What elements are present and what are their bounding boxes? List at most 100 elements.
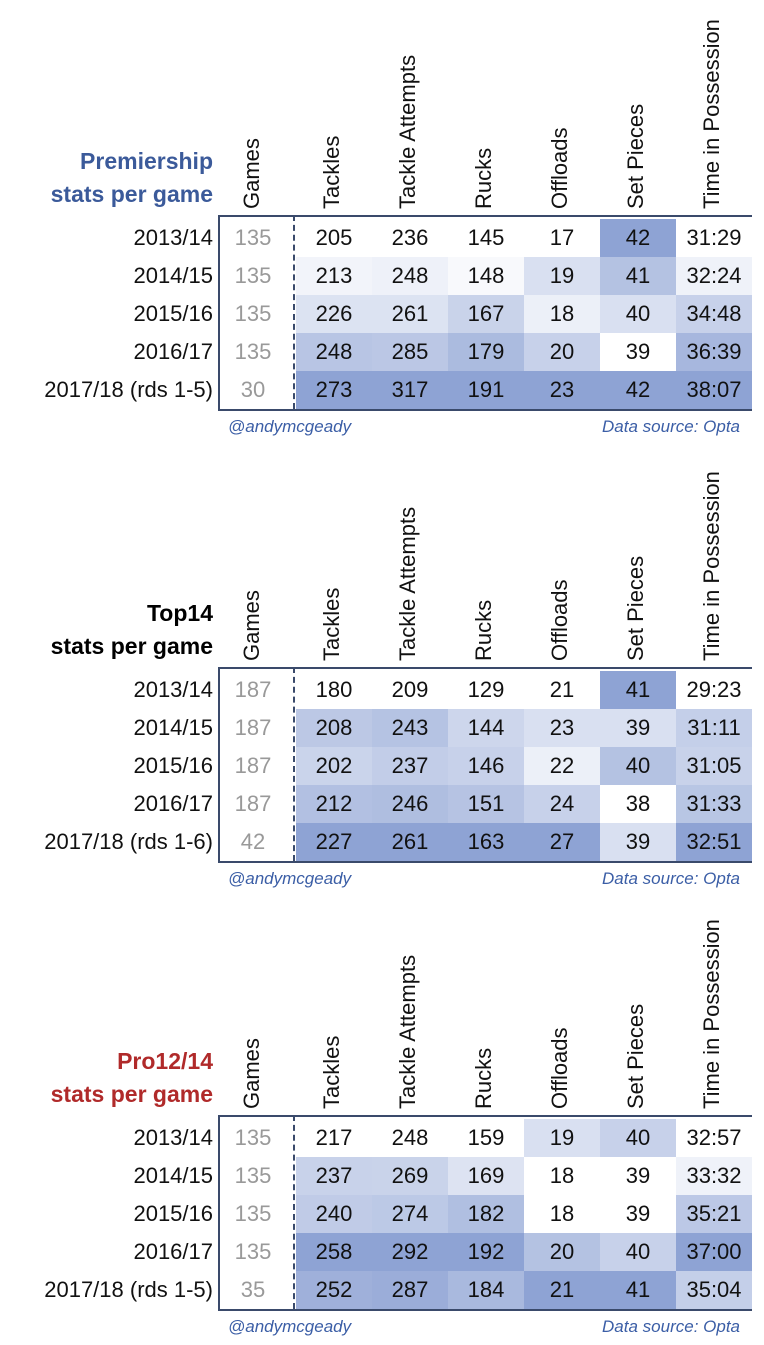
table-cell: 285 — [372, 333, 448, 371]
table-panel: Premiership stats per game Games Tackles Tac… — [0, 0, 764, 445]
table-top-border — [218, 1115, 752, 1117]
footer-source: Data source: Opta — [602, 869, 740, 888]
table-cell: 217 — [296, 1119, 372, 1157]
column-header: Games — [239, 1038, 264, 1109]
column-header: Games — [239, 138, 264, 209]
table-cell: 184 — [448, 1271, 524, 1309]
table-cell: 18 — [524, 1157, 600, 1195]
table-cell: 167 — [448, 295, 524, 333]
season-label: 2015/16 — [133, 1201, 213, 1226]
table-cell: 29:23 — [676, 671, 752, 709]
season-label: 2017/18 (rds 1-5) — [44, 377, 213, 402]
table-cell: 24 — [524, 785, 600, 823]
column-header: Set Pieces — [623, 103, 648, 209]
footer-source: Data source: Opta — [602, 1317, 740, 1336]
season-label: 2013/14 — [133, 1125, 213, 1150]
table-cell: 144 — [448, 709, 524, 747]
table-cell: 18 — [524, 1195, 600, 1233]
table-cell: 237 — [296, 1157, 372, 1195]
footer-handle: @andymcgeady — [228, 417, 352, 436]
table-cell: 240 — [296, 1195, 372, 1233]
season-label: 2014/15 — [133, 1163, 213, 1188]
table-panel: Pro12/14 stats per game Games Tackles Tackle… — [0, 900, 764, 1345]
games-value: 135 — [234, 301, 272, 326]
table-cell: 42 — [600, 219, 676, 257]
table-left-border — [218, 667, 220, 861]
table-cell: 274 — [372, 1195, 448, 1233]
column-header: Offloads — [547, 127, 572, 209]
table-cell: 246 — [372, 785, 448, 823]
column-header: Rucks — [471, 599, 496, 661]
table-cell: 148 — [448, 257, 524, 295]
table-cell: 32:51 — [676, 823, 752, 861]
table-cell: 35:04 — [676, 1271, 752, 1309]
table-title: Pro12/14 stats per game — [51, 1045, 213, 1111]
table-cell: 258 — [296, 1233, 372, 1271]
games-value: 135 — [234, 263, 272, 288]
season-label: 2013/14 — [133, 677, 213, 702]
table-bottom-border — [218, 1309, 752, 1311]
table-panel: Top14 stats per game Games Tackles Tackle At… — [0, 452, 764, 897]
table-cell: 41 — [600, 671, 676, 709]
table-left-border — [218, 1115, 220, 1309]
table-cell: 35:21 — [676, 1195, 752, 1233]
table-cell: 19 — [524, 257, 600, 295]
table-cell: 18 — [524, 295, 600, 333]
table-cell: 169 — [448, 1157, 524, 1195]
table-cell: 42 — [600, 371, 676, 409]
games-value: 135 — [234, 1239, 272, 1264]
table-cell: 236 — [372, 219, 448, 257]
games-value: 187 — [234, 715, 272, 740]
column-header: Set Pieces — [623, 555, 648, 661]
table-cell: 227 — [296, 823, 372, 861]
table-cell: 205 — [296, 219, 372, 257]
table-cell: 40 — [600, 295, 676, 333]
table-cell: 292 — [372, 1233, 448, 1271]
season-label: 2017/18 (rds 1-5) — [44, 1277, 213, 1302]
games-value: 42 — [240, 829, 266, 854]
table-cell: 213 — [296, 257, 372, 295]
games-value: 187 — [234, 791, 272, 816]
table-cell: 237 — [372, 747, 448, 785]
table-cell: 39 — [600, 333, 676, 371]
table-cell: 39 — [600, 709, 676, 747]
games-divider — [293, 667, 295, 861]
games-value: 135 — [234, 1163, 272, 1188]
column-header: Time in Possession — [699, 919, 724, 1109]
table-cell: 179 — [448, 333, 524, 371]
table-cell: 163 — [448, 823, 524, 861]
table-cell: 191 — [448, 371, 524, 409]
column-header: Tackle Attempts — [395, 54, 420, 209]
column-header: Offloads — [547, 579, 572, 661]
table-cell: 20 — [524, 1233, 600, 1271]
games-divider — [293, 215, 295, 409]
column-header: Tackle Attempts — [395, 506, 420, 661]
games-value: 30 — [240, 377, 266, 402]
table-cell: 22 — [524, 747, 600, 785]
table-cell: 192 — [448, 1233, 524, 1271]
table-left-border — [218, 215, 220, 409]
table-cell: 17 — [524, 219, 600, 257]
footer-handle: @andymcgeady — [228, 869, 352, 888]
season-label: 2014/15 — [133, 715, 213, 740]
table-cell: 129 — [448, 671, 524, 709]
column-header: Set Pieces — [623, 1003, 648, 1109]
table-cell: 159 — [448, 1119, 524, 1157]
table-cell: 39 — [600, 823, 676, 861]
title-line: stats per game — [50, 633, 213, 659]
title-line: stats per game — [50, 181, 213, 207]
table-cell: 19 — [524, 1119, 600, 1157]
title-line: Premiership — [80, 148, 213, 174]
column-header: Tackles — [319, 135, 344, 209]
table-cell: 31:05 — [676, 747, 752, 785]
table-cell: 252 — [296, 1271, 372, 1309]
table-cell: 180 — [296, 671, 372, 709]
table-cell: 34:48 — [676, 295, 752, 333]
games-value: 35 — [240, 1277, 266, 1302]
table-cell: 261 — [372, 823, 448, 861]
table-cell: 39 — [600, 1195, 676, 1233]
column-header: Time in Possession — [699, 471, 724, 661]
title-line: Top14 — [146, 600, 213, 626]
games-value: 187 — [234, 677, 272, 702]
footer-handle: @andymcgeady — [228, 1317, 352, 1336]
